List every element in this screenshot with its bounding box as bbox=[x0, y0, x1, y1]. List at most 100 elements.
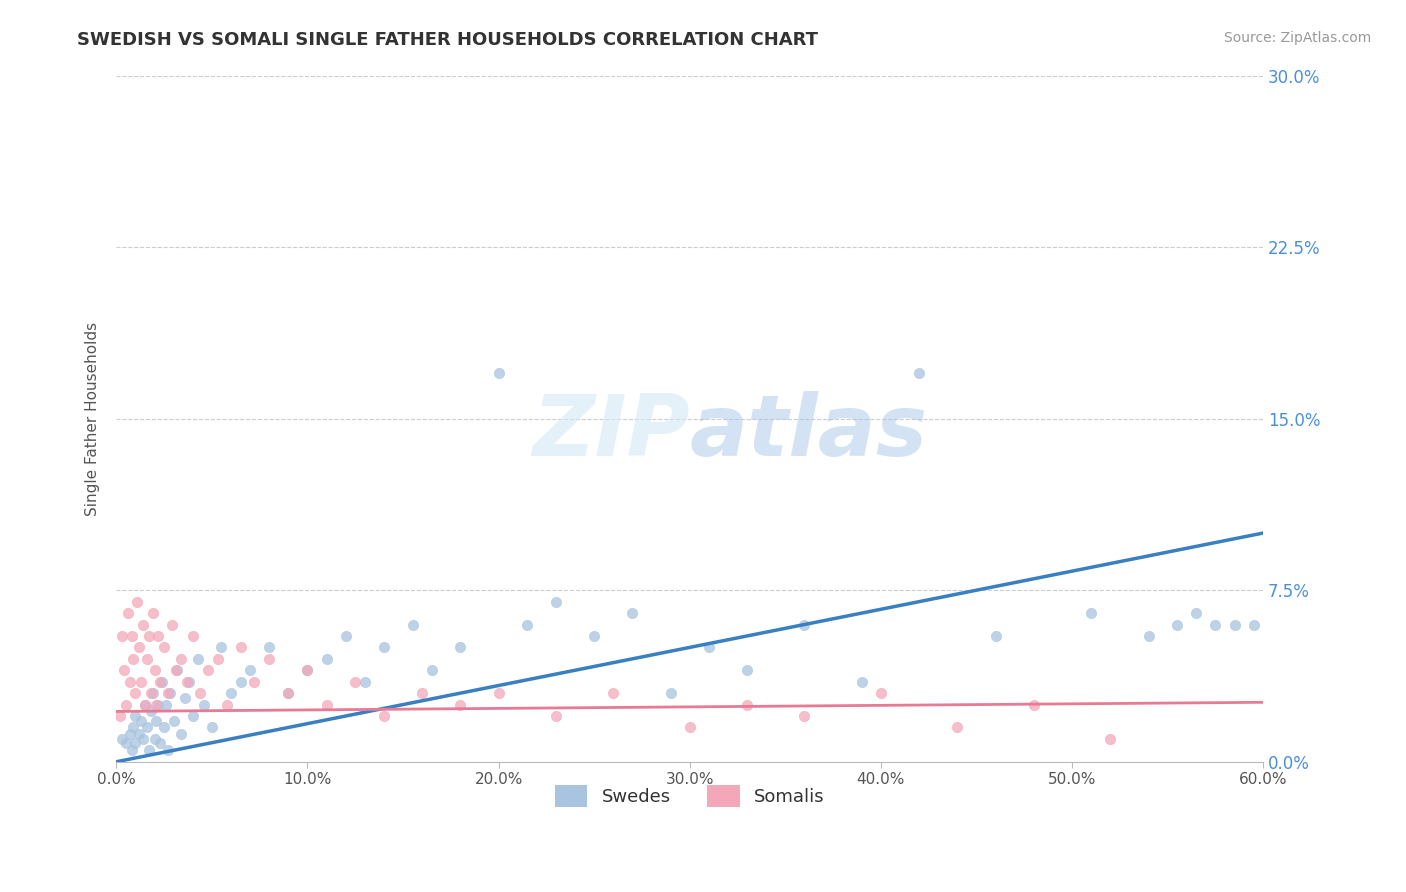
Point bbox=[488, 686, 510, 700]
Point bbox=[187, 652, 209, 666]
Point bbox=[1204, 617, 1226, 632]
Point bbox=[908, 366, 931, 380]
Point bbox=[207, 652, 229, 666]
Point bbox=[132, 731, 155, 746]
Y-axis label: Single Father Households: Single Father Households bbox=[86, 322, 100, 516]
Point bbox=[297, 663, 319, 677]
Point bbox=[139, 705, 162, 719]
Point bbox=[135, 721, 157, 735]
Point bbox=[1080, 606, 1102, 620]
Point bbox=[870, 686, 893, 700]
Text: ZIP: ZIP bbox=[531, 391, 690, 474]
Point bbox=[449, 698, 471, 712]
Point bbox=[145, 698, 167, 712]
Point bbox=[420, 663, 443, 677]
Point bbox=[621, 606, 644, 620]
Point bbox=[1243, 617, 1265, 632]
Text: atlas: atlas bbox=[690, 391, 928, 474]
Point bbox=[124, 709, 146, 723]
Point bbox=[122, 652, 145, 666]
Point bbox=[145, 714, 167, 728]
Point bbox=[111, 629, 134, 643]
Point bbox=[128, 640, 150, 655]
Point bbox=[129, 714, 152, 728]
Point bbox=[229, 640, 252, 655]
Point bbox=[602, 686, 624, 700]
Point bbox=[111, 731, 134, 746]
Point bbox=[488, 366, 510, 380]
Point bbox=[217, 698, 239, 712]
Point bbox=[177, 674, 200, 689]
Point bbox=[209, 640, 232, 655]
Point bbox=[946, 721, 969, 735]
Point bbox=[142, 606, 165, 620]
Point bbox=[170, 727, 193, 741]
Point bbox=[156, 743, 179, 757]
Point bbox=[162, 714, 184, 728]
Point bbox=[121, 629, 143, 643]
Point bbox=[149, 674, 172, 689]
Point bbox=[127, 594, 149, 608]
Point bbox=[129, 674, 152, 689]
Point bbox=[170, 652, 193, 666]
Point bbox=[112, 663, 135, 677]
Point bbox=[135, 652, 157, 666]
Point bbox=[148, 698, 170, 712]
Point bbox=[149, 736, 172, 750]
Point bbox=[544, 594, 567, 608]
Point bbox=[138, 743, 160, 757]
Point bbox=[344, 674, 367, 689]
Point bbox=[118, 727, 141, 741]
Point bbox=[143, 663, 166, 677]
Point bbox=[1137, 629, 1160, 643]
Point bbox=[160, 617, 183, 632]
Point bbox=[128, 727, 150, 741]
Point bbox=[219, 686, 242, 700]
Point bbox=[516, 617, 538, 632]
Point bbox=[793, 709, 815, 723]
Point bbox=[735, 663, 758, 677]
Point bbox=[1185, 606, 1208, 620]
Point bbox=[132, 617, 155, 632]
Point bbox=[181, 629, 204, 643]
Point bbox=[277, 686, 299, 700]
Point bbox=[143, 731, 166, 746]
Point bbox=[176, 674, 198, 689]
Text: SWEDISH VS SOMALI SINGLE FATHER HOUSEHOLDS CORRELATION CHART: SWEDISH VS SOMALI SINGLE FATHER HOUSEHOL… bbox=[77, 31, 818, 49]
Point bbox=[122, 721, 145, 735]
Point bbox=[153, 640, 176, 655]
Point bbox=[155, 698, 177, 712]
Point bbox=[148, 629, 170, 643]
Point bbox=[353, 674, 375, 689]
Point bbox=[449, 640, 471, 655]
Point bbox=[583, 629, 606, 643]
Point bbox=[1223, 617, 1246, 632]
Point bbox=[134, 698, 156, 712]
Point bbox=[243, 674, 266, 689]
Point bbox=[411, 686, 433, 700]
Point bbox=[297, 663, 319, 677]
Point bbox=[153, 721, 176, 735]
Point bbox=[257, 652, 280, 666]
Point bbox=[373, 640, 395, 655]
Point bbox=[315, 652, 337, 666]
Point bbox=[257, 640, 280, 655]
Point bbox=[315, 698, 337, 712]
Point bbox=[139, 686, 162, 700]
Point bbox=[193, 698, 215, 712]
Point bbox=[117, 606, 139, 620]
Point bbox=[277, 686, 299, 700]
Point bbox=[335, 629, 357, 643]
Point bbox=[735, 698, 758, 712]
Point bbox=[124, 736, 146, 750]
Legend: Swedes, Somalis: Swedes, Somalis bbox=[548, 778, 832, 814]
Point bbox=[659, 686, 682, 700]
Point bbox=[1022, 698, 1045, 712]
Point bbox=[1166, 617, 1188, 632]
Point bbox=[134, 698, 156, 712]
Point bbox=[114, 698, 136, 712]
Point bbox=[124, 686, 146, 700]
Point bbox=[1099, 731, 1122, 746]
Point bbox=[851, 674, 873, 689]
Point bbox=[201, 721, 224, 735]
